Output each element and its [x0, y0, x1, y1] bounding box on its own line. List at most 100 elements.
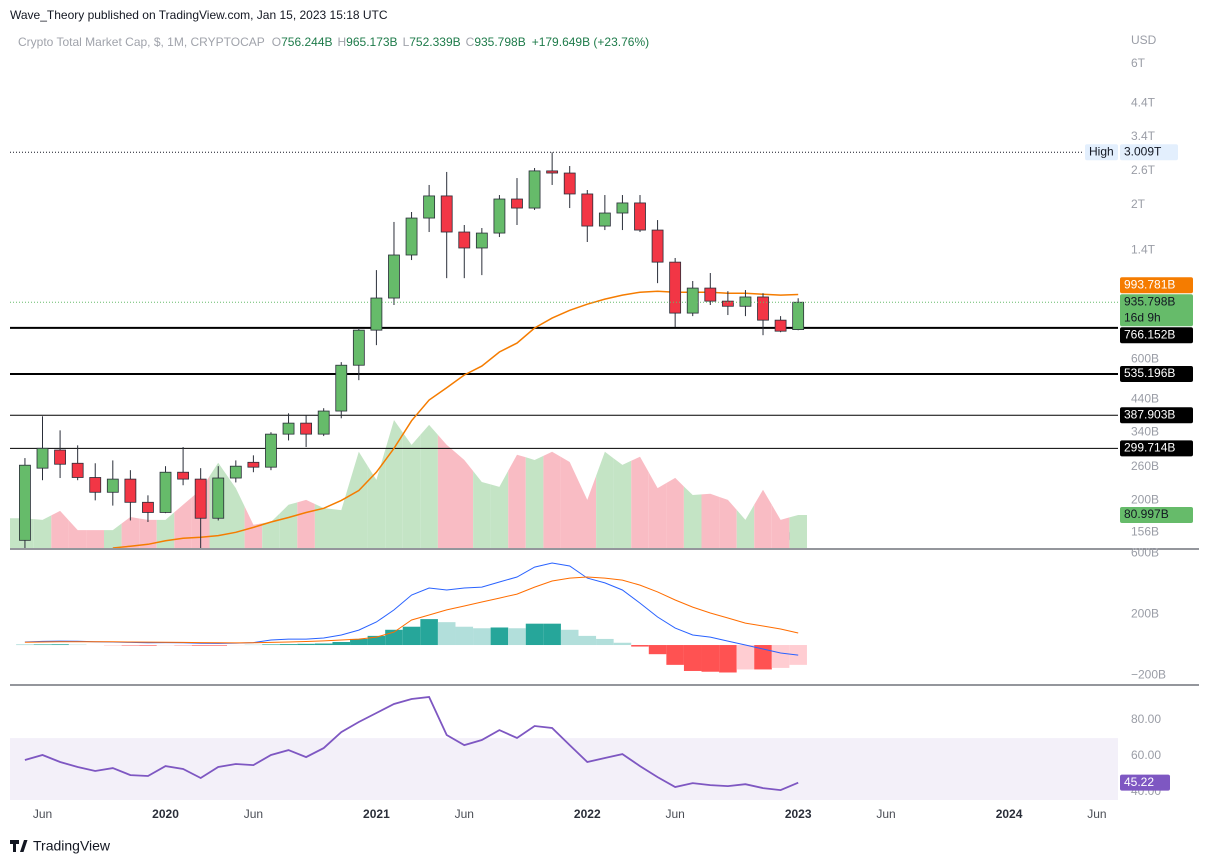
candle-body — [388, 254, 400, 299]
histogram-bar — [525, 623, 544, 646]
y-tick-label: 60.00 — [1131, 748, 1161, 762]
footer-brand: TradingView — [33, 838, 111, 854]
histogram-bar — [754, 645, 772, 670]
candle-body — [71, 462, 84, 478]
level-label-box — [1120, 365, 1193, 382]
candle-body — [335, 364, 348, 412]
volume-area — [508, 454, 526, 548]
volume-area — [648, 472, 667, 548]
volume-area — [771, 504, 790, 548]
volume-label: 80.997B — [1124, 507, 1169, 521]
histogram-bar — [666, 645, 684, 665]
histogram-bar — [490, 627, 509, 646]
candle-body — [229, 465, 242, 479]
candle-body — [159, 471, 172, 513]
y-tick-label: 6T — [1131, 56, 1146, 70]
moving-average — [112, 290, 799, 548]
volume-area — [578, 475, 597, 548]
candle-body — [440, 195, 453, 233]
volume-area — [490, 470, 509, 548]
y-tick-label: 2.6T — [1131, 163, 1156, 177]
histogram-bar — [719, 645, 737, 673]
candle-body — [511, 198, 523, 209]
level-label-box — [1120, 440, 1193, 457]
volume-area — [156, 512, 175, 548]
histogram-bar — [736, 645, 755, 670]
legend-title: Crypto Total Market Cap, $, 1M, CRYPTOCA… — [18, 35, 265, 49]
x-tick-label: 2021 — [363, 807, 390, 821]
legend-value: 756.244B — [281, 35, 332, 49]
candle-body — [546, 170, 559, 174]
y-tick-label: 600B — [1131, 546, 1159, 560]
volume-area — [631, 456, 649, 548]
candle-body — [475, 232, 488, 249]
footer-logo — [10, 840, 28, 852]
histogram-bar — [543, 623, 561, 646]
candle-body — [300, 422, 313, 435]
volume-area — [385, 420, 403, 548]
histogram-bar — [314, 643, 333, 646]
candle-body — [458, 231, 471, 249]
histogram-bar — [455, 626, 474, 646]
x-tick-label: Jun — [244, 807, 263, 821]
candle-body — [282, 422, 295, 435]
x-tick-label: Jun — [1087, 807, 1106, 821]
rsi-label-box — [1120, 774, 1170, 791]
ma-label: 993.781B — [1124, 277, 1175, 291]
volume-area — [560, 456, 579, 548]
candle-body — [247, 461, 260, 468]
y-tick-label: 156B — [1131, 524, 1159, 538]
volume-area — [613, 458, 632, 548]
level-label: 535.196B — [1124, 366, 1175, 380]
candle-body — [651, 229, 664, 263]
y-tick-label: 440B — [1131, 391, 1159, 405]
histogram-bar — [508, 628, 526, 646]
candle-body — [423, 195, 436, 219]
volume-area — [350, 451, 368, 548]
level-label: 387.903B — [1124, 407, 1175, 421]
candle-body — [634, 202, 646, 231]
histogram-bar — [648, 645, 667, 655]
publish-info: Wave_Theory published on TradingView.com… — [10, 8, 388, 22]
candle-body — [757, 296, 769, 321]
volume-area — [525, 455, 544, 548]
candle-body — [721, 300, 734, 307]
volume-area — [455, 452, 474, 548]
volume-area — [473, 471, 491, 548]
volume-area — [279, 502, 298, 548]
y-tick-label: 2T — [1131, 197, 1146, 211]
rsi-band — [10, 738, 1118, 800]
candle-body — [177, 471, 189, 480]
histogram-bar — [262, 644, 280, 646]
volume-area — [420, 424, 438, 548]
histogram-bar — [560, 629, 579, 646]
rsi-line — [24, 696, 799, 792]
y-tick-label: 200B — [1131, 607, 1159, 621]
x-tick-label: 2024 — [996, 807, 1023, 821]
histogram-bar — [701, 645, 720, 672]
histogram-bar — [332, 641, 351, 646]
x-tick-label: 2020 — [152, 807, 179, 821]
candle-body — [106, 478, 119, 493]
volume-label-box — [1120, 506, 1193, 523]
price-label: 935.798B — [1124, 294, 1175, 308]
histogram-bar — [402, 626, 421, 646]
volume-area — [33, 515, 52, 548]
main-plot — [10, 152, 1118, 548]
high-value-box — [1120, 144, 1178, 161]
histogram-bar — [367, 635, 386, 646]
volume-area — [666, 477, 684, 548]
legend-change: +179.649B (+23.76%) — [532, 35, 649, 49]
volume-area — [402, 432, 421, 548]
x-tick-label: 2023 — [785, 807, 812, 821]
candle-body — [352, 329, 365, 366]
histogram-bar — [51, 644, 69, 646]
candle-body — [142, 501, 154, 513]
volume-area — [543, 451, 561, 548]
y-tick-label: 1.4T — [1131, 243, 1156, 257]
y-tick-label: 260B — [1131, 459, 1159, 473]
x-tick-label: Jun — [876, 807, 895, 821]
candle-body — [493, 198, 506, 234]
